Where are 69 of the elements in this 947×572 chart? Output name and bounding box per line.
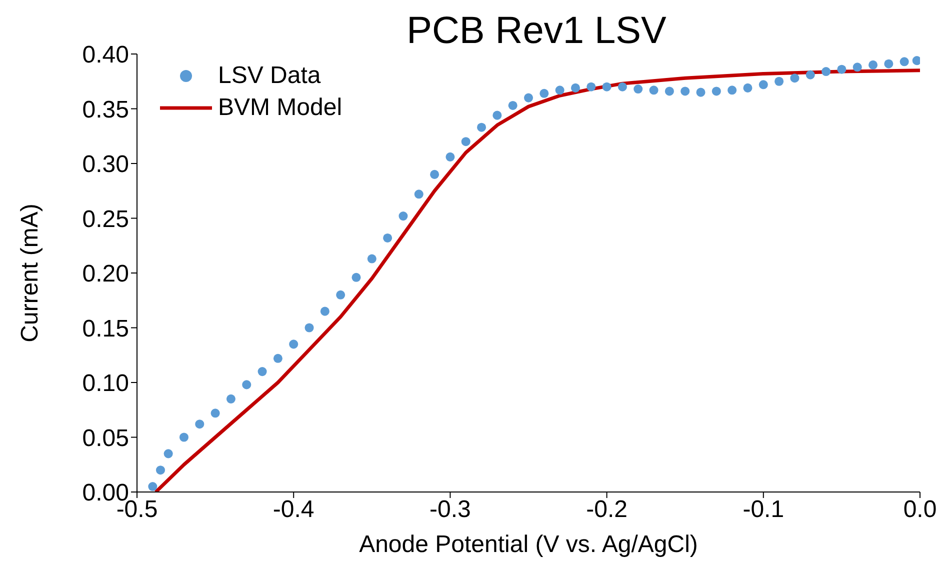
point [477, 122, 486, 132]
point [822, 67, 831, 76]
y-tick-label: 0.20 [82, 260, 129, 288]
point [164, 449, 173, 458]
point [806, 70, 815, 80]
point [492, 110, 502, 120]
point [367, 254, 376, 264]
point [728, 86, 737, 95]
point [258, 367, 267, 376]
x-tick-label: -0.1 [742, 496, 784, 524]
point [383, 233, 392, 242]
point [649, 86, 658, 95]
point [273, 354, 282, 363]
point [148, 482, 158, 492]
chart-title: PCB Rev1 LSV [406, 10, 668, 53]
point [242, 380, 252, 390]
point [336, 290, 346, 300]
point [912, 56, 920, 66]
point [618, 82, 627, 92]
point [696, 88, 706, 97]
point [398, 212, 408, 221]
point [837, 64, 846, 74]
point [570, 83, 580, 92]
point [289, 340, 298, 349]
point [868, 60, 878, 70]
point [524, 93, 534, 102]
y-tick-label: 0.30 [82, 151, 129, 178]
x-tick-label: -0.4 [272, 496, 314, 524]
y-tick-label: 0.35 [82, 96, 129, 124]
point [602, 82, 612, 92]
x-tick-label: -0.3 [430, 496, 471, 524]
y-tick-label: 0.05 [82, 424, 129, 452]
y-tick-label: 0.40 [82, 42, 129, 69]
point [461, 137, 470, 146]
x-tick-label: -0.2 [586, 496, 628, 524]
point [712, 86, 721, 96]
point [884, 59, 894, 68]
point [352, 272, 361, 282]
point [430, 170, 440, 179]
point [790, 74, 800, 83]
point [226, 394, 236, 404]
point [508, 100, 518, 110]
point [446, 152, 455, 162]
point [680, 86, 690, 96]
point [664, 86, 674, 96]
point [758, 80, 768, 90]
point [320, 306, 330, 316]
point [210, 408, 220, 418]
legend-label: LSV Data [218, 61, 321, 91]
point [179, 432, 188, 442]
x-tick-label: 0.0 [903, 496, 937, 524]
point [195, 420, 204, 429]
legend-label: BVM Model [218, 93, 342, 123]
point [304, 323, 314, 332]
point [634, 84, 643, 94]
point [852, 62, 862, 72]
point [900, 57, 909, 66]
point [586, 82, 596, 92]
point [774, 76, 784, 86]
point [540, 88, 549, 98]
point [414, 190, 424, 199]
y-tick-label: 0.25 [82, 206, 129, 233]
point [156, 466, 166, 475]
point [555, 86, 564, 95]
y-tick-label: 0.10 [82, 370, 129, 398]
x-axis-title: Anode Potential (V vs. Ag/AgCl) [359, 531, 698, 558]
point [743, 83, 752, 92]
y-tick-label: 0.15 [82, 315, 129, 342]
y-axis-title: Current (mA) [16, 204, 44, 342]
